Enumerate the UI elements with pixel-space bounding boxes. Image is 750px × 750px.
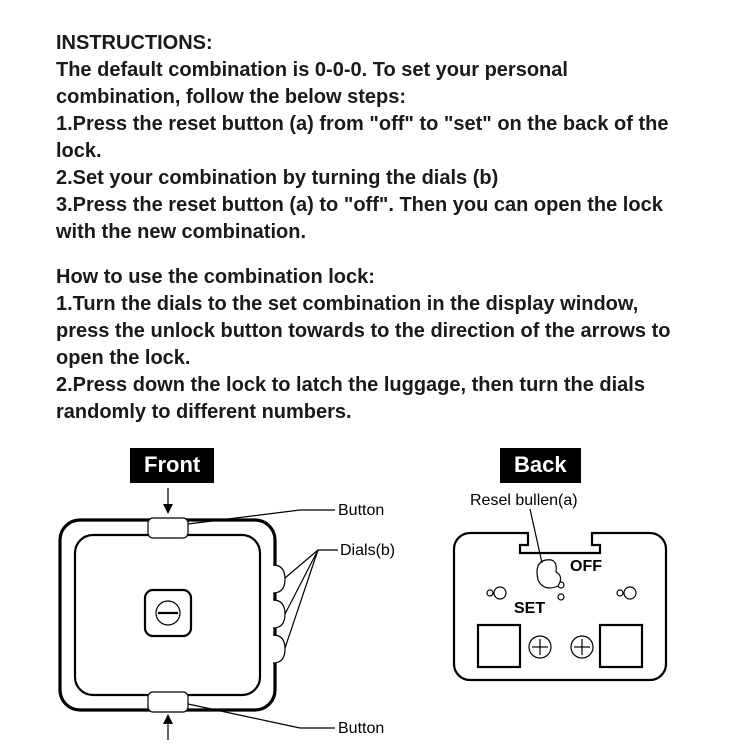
front-diagram: Button Dials(b) Button [40,480,410,740]
intro: The default combination is 0-0-0. To set… [56,57,696,111]
svg-text:Button: Button [338,720,384,737]
svg-text:Button: Button [338,502,384,519]
back-chip: Back [500,448,581,483]
set-step-2: 2.Set your combination by turning the di… [56,165,696,192]
svg-text:Resel bullen(a): Resel bullen(a) [470,492,578,509]
front-chip-text: Front [144,452,200,477]
use-step-1: 1.Turn the dials to the set combination … [56,291,696,372]
svg-text:OFF: OFF [570,558,602,575]
set-step-3: 3.Press the reset button (a) to "off". T… [56,192,696,246]
back-diagram: Resel bullen(a) [430,485,730,715]
instructions-text: INSTRUCTIONS: The default combination is… [56,30,696,426]
page: INSTRUCTIONS: The default combination is… [0,0,750,750]
front-chip: Front [130,448,214,483]
set-step-1: 1.Press the reset button (a) from "off" … [56,111,696,165]
use-heading: How to use the combination lock: [56,264,696,291]
use-step-2: 2.Press down the lock to latch the lugga… [56,372,696,426]
svg-text:SET: SET [514,600,545,617]
svg-text:Dials(b): Dials(b) [340,542,395,559]
heading: INSTRUCTIONS: [56,30,696,57]
back-chip-text: Back [514,452,567,477]
